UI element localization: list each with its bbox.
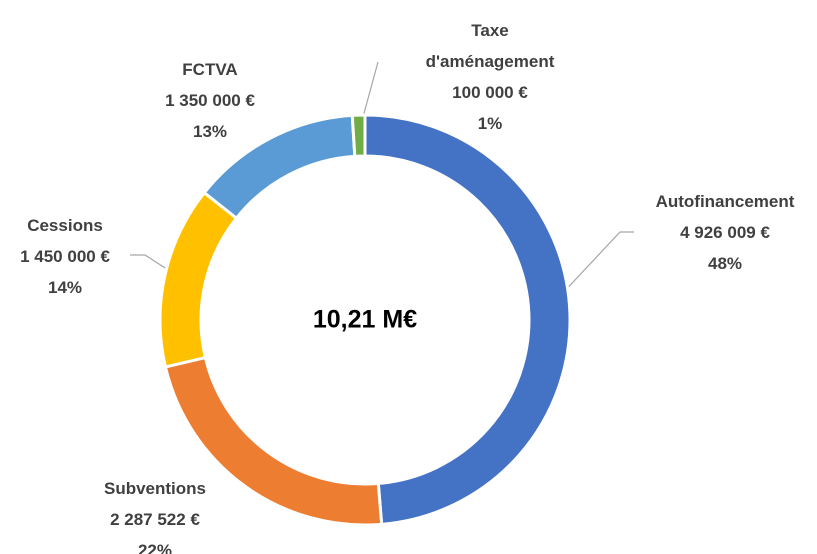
leader-line (544, 231, 634, 313)
slice-label: FCTVA 1 350 000 € 13% (165, 54, 255, 147)
value-label: 4 926 009 € (680, 223, 770, 242)
category-label: Autofinancement (655, 192, 795, 211)
slice-label: Subventions 2 287 522 € 22% (104, 473, 206, 554)
category-label: Taxe d'aménagement (425, 21, 555, 71)
slice-label: Autofinancement 4 926 009 € 48% (656, 186, 795, 279)
value-label: 100 000 € (452, 83, 528, 102)
percent-label: 22% (137, 541, 173, 554)
category-label: Cessions (27, 216, 103, 235)
percent-label: 48% (707, 254, 743, 273)
value-label: 2 287 522 € (110, 510, 200, 529)
percent-label: 13% (192, 122, 228, 141)
value-label: 1 450 000 € (20, 247, 110, 266)
slice-label: Cessions 1 450 000 € 14% (20, 210, 110, 303)
category-label: FCTVA (182, 60, 238, 79)
category-label: Subventions (103, 479, 207, 498)
center-label: 10,21 M€ (312, 305, 418, 334)
percent-label: 1% (477, 114, 503, 133)
donut-slice (363, 113, 572, 526)
value-label: 1 350 000 € (165, 91, 255, 110)
donut-slice (350, 113, 367, 158)
slice-label: Taxe d'aménagement 100 000 € 1% (415, 15, 565, 139)
percent-label: 14% (47, 278, 83, 297)
donut-slice (158, 190, 239, 369)
